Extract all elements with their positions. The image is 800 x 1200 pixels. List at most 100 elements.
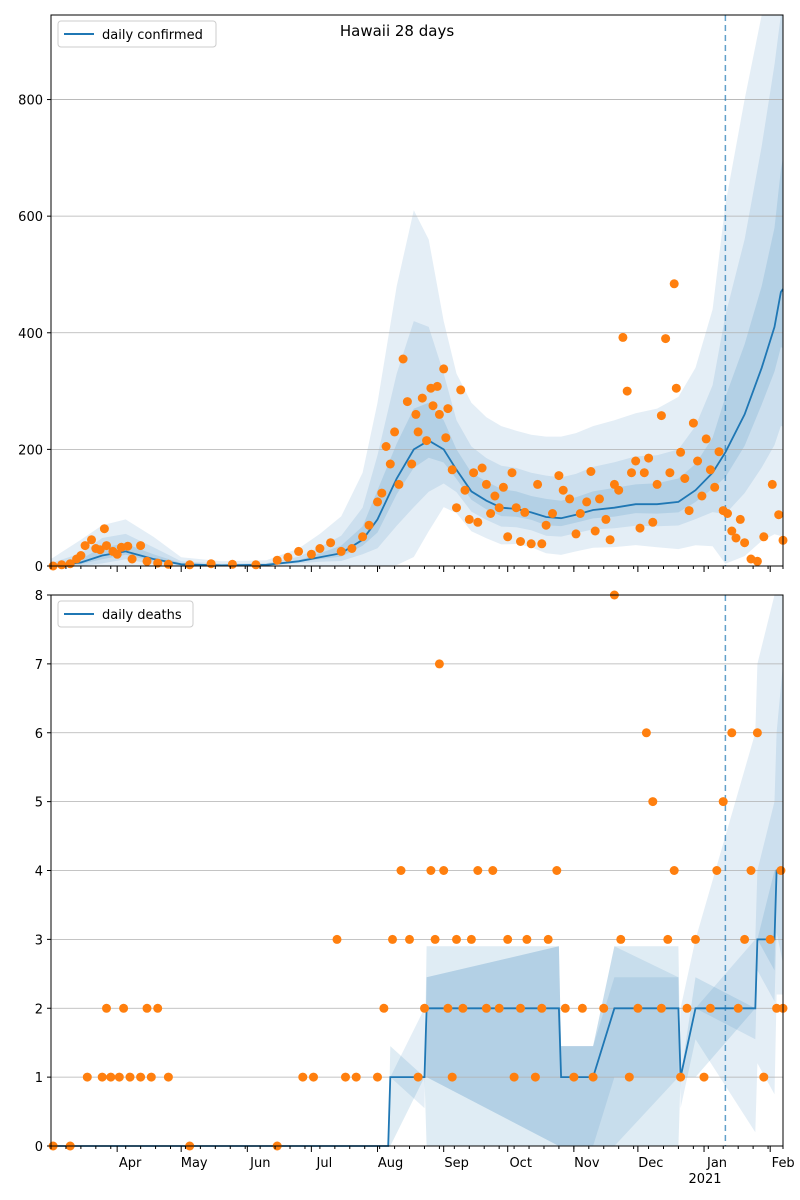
deaths-observed-point [663,934,673,944]
confirmed-observed-point [469,468,479,478]
confirmed-observed-point [714,447,724,457]
confirmed-observed-point [347,544,357,553]
deaths-observed-point [752,728,762,738]
deaths-observed-point [569,1072,579,1082]
confirmed-observed-point [385,459,395,469]
confirmed-observed-point [456,385,466,395]
deaths-x-tick-label: May [181,1156,208,1171]
confirmed-observed-point [571,529,581,539]
confirmed-y-tick-label: 200 [18,443,43,458]
deaths-observed-point [705,1003,715,1013]
deaths-observed-point [588,1072,598,1082]
confirmed-observed-point [635,523,645,533]
deaths-legend-box [57,600,194,628]
deaths-y-tick-label: 4 [35,865,43,880]
confirmed-observed-point [417,393,427,403]
deaths-legend: daily deaths [57,600,194,628]
confirmed-observed-point [676,447,686,457]
confirmed-observed-point [601,514,611,524]
deaths-x-tick-label: Dec [638,1156,663,1171]
confirmed-observed-point [684,506,694,516]
deaths-y-tick-label: 0 [35,1140,43,1155]
confirmed-observed-point [656,411,666,421]
deaths-observed-point [142,1003,152,1013]
confirmed-observed-point [326,538,336,548]
confirmed-observed-point [460,485,470,495]
deaths-observed-point [388,934,397,944]
confirmed-observed-point [665,468,675,478]
confirmed-observed-point [701,434,711,444]
confirmed-observed-point [752,556,762,566]
confirmed-observed-point [422,436,432,446]
deaths-observed-point [641,728,651,738]
confirmed-observed-point [428,401,438,411]
confirmed-observed-point [112,549,122,559]
confirmed-observed-point [407,459,417,469]
confirmed-x-axis [50,566,784,572]
deaths-x-year-label: 2021 [688,1172,721,1187]
deaths-observed-point [439,866,449,875]
confirmed-observed-point [142,556,152,566]
deaths-observed-point [656,1003,666,1013]
confirmed-observed-point [537,539,547,549]
confirmed-observed-point [705,465,715,475]
deaths-observed-point [669,866,679,875]
deaths-y-tick-label: 3 [35,933,43,948]
deaths-observed-point [676,1072,686,1082]
confirmed-y-tick-label: 600 [18,210,43,225]
deaths-y-tick-label: 2 [35,1002,43,1017]
deaths-observed-point [577,1003,587,1013]
confirmed-observed-point [648,517,658,527]
deaths-observed-point [379,1003,389,1013]
confirmed-observed-point [87,535,96,545]
confirmed-observed-point [76,551,86,560]
confirmed-observed-point [390,427,400,437]
confirmed-observed-point [590,526,600,536]
deaths-observed-point [691,934,700,944]
confirmed-observed-point [206,559,216,569]
deaths-x-tick-label: Jun [249,1156,270,1171]
confirmed-observed-point [447,465,457,475]
confirmed-observed-point [251,560,261,570]
deaths-observed-point [332,934,342,944]
confirmed-legend: daily confirmed [57,20,217,48]
deaths-y-tick-label: 5 [35,796,43,811]
deaths-observed-point [473,866,483,875]
deaths-observed-point [682,1003,692,1013]
confirmed-observed-point [127,554,137,564]
confirmed-observed-point [614,485,624,495]
deaths-observed-point [351,1072,361,1082]
confirmed-observed-point [639,468,649,478]
confirmed-observed-point [283,552,293,562]
deaths-observed-point [430,934,440,944]
deaths-x-tick-label: Jul [316,1156,333,1171]
confirmed-observed-point [669,279,679,289]
deaths-observed-point [543,934,553,944]
confirmed-observed-point [394,479,404,489]
deaths-observed-point [718,797,728,807]
confirmed-observed-point [688,418,698,428]
chart-title: Hawaii 28 days [340,22,454,40]
confirmed-observed-point [520,507,530,517]
deaths-x-tick-label: Feb [772,1156,795,1171]
confirmed-observed-point [163,559,173,569]
deaths-observed-point [599,1003,609,1013]
deaths-x-tick-label: Sep [444,1156,469,1171]
confirmed-legend-box [57,20,217,48]
deaths-model-series [51,869,783,1147]
deaths-observed-point [481,1003,491,1013]
confirmed-observed-point [627,468,636,478]
deaths-observed-point [97,1072,107,1082]
deaths-observed-point [163,1072,173,1082]
confirmed-legend-label: daily confirmed [102,28,203,43]
confirmed-observed-point [477,463,487,473]
confirmed-y-tick-label: 400 [18,327,43,342]
deaths-observed-point [740,934,750,944]
confirmed-observed-point [306,549,316,559]
deaths-observed-point [82,1072,92,1082]
deaths-x-tick-label: Jan [706,1156,727,1171]
deaths-observed-point [727,728,737,738]
confirmed-observed-point [434,409,444,419]
confirmed-observed-point [735,514,745,524]
